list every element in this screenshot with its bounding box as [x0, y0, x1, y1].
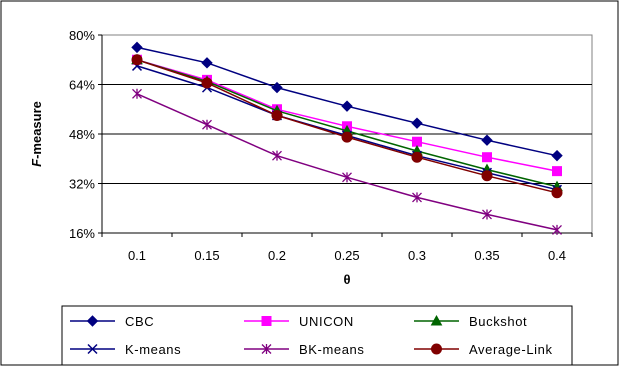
data-point-bk-means-shape — [202, 119, 212, 130]
legend-marker-k-means — [87, 343, 98, 355]
data-point-average-link-shape — [271, 109, 283, 121]
data-point-bk-means-shape — [482, 209, 492, 220]
series-group — [131, 41, 563, 235]
legend-label-k-means: K-means — [125, 342, 181, 357]
legend: CBC UNICON Buckshot K-means BK-means Average-… — [70, 314, 553, 357]
data-point-unicon — [412, 136, 422, 147]
data-point-average-link — [131, 54, 143, 66]
data-point-bk-means — [272, 150, 282, 161]
data-point-average-link-shape — [131, 54, 143, 66]
data-point-bk-means — [202, 119, 212, 130]
x-axis-title: θ — [343, 272, 350, 287]
data-point-cbc-shape — [271, 81, 283, 94]
data-point-cbc — [411, 117, 423, 129]
data-point-cbc — [341, 100, 353, 112]
legend-marker-bk-means-shape — [261, 344, 272, 354]
data-point-cbc — [131, 41, 143, 54]
data-point-cbc-shape — [201, 57, 213, 69]
legend-label-buckshot: Buckshot — [469, 314, 527, 329]
data-point-average-link-shape — [481, 170, 493, 182]
data-point-bk-means-shape — [272, 150, 282, 161]
y-tick-label: 16% — [69, 226, 95, 241]
data-point-cbc-shape — [411, 117, 423, 129]
data-point-average-link-shape — [551, 187, 563, 199]
data-point-cbc-shape — [341, 100, 353, 112]
data-point-average-link — [341, 131, 353, 143]
legend-marker-bk-means — [261, 344, 272, 354]
legend-marker-buckshot-shape — [430, 314, 443, 326]
legend-marker-average-link-shape — [431, 343, 442, 355]
data-point-average-link — [481, 170, 493, 182]
x-tick-label: 0.25 — [334, 248, 359, 263]
data-point-average-link — [411, 151, 423, 163]
data-point-average-link-shape — [411, 151, 423, 163]
legend-label-bk-means: BK-means — [299, 342, 365, 357]
legend-marker-cbc — [86, 315, 99, 327]
y-tick-label: 32% — [69, 177, 95, 192]
data-point-unicon-shape — [482, 152, 492, 163]
data-point-bk-means-shape — [412, 192, 422, 203]
data-point-bk-means — [552, 224, 562, 235]
x-tick-label: 0.35 — [474, 248, 499, 263]
y-axis-title-italic: F — [29, 158, 44, 167]
legend-marker-k-means-shape — [87, 343, 98, 355]
y-tick-label: 80% — [69, 28, 95, 43]
data-point-average-link — [551, 187, 563, 199]
data-point-unicon — [482, 152, 492, 163]
x-tick-label: 0.1 — [128, 248, 146, 263]
y-axis-title-rest: -measure — [29, 101, 44, 159]
y-tick-label: 64% — [69, 78, 95, 93]
legend-marker-average-link — [431, 343, 442, 355]
data-point-cbc-shape — [131, 41, 143, 54]
data-point-bk-means-shape — [132, 88, 142, 99]
y-tick-label: 48% — [69, 127, 95, 142]
data-point-bk-means — [132, 88, 142, 99]
legend-label-unicon: UNICON — [299, 314, 354, 329]
x-tick-label: 0.2 — [268, 248, 286, 263]
legend-marker-unicon — [261, 316, 272, 326]
data-point-unicon-shape — [552, 166, 562, 177]
data-point-bk-means — [482, 209, 492, 220]
data-point-cbc — [481, 134, 493, 146]
data-point-average-link — [201, 77, 213, 89]
x-tick-label: 0.3 — [408, 248, 426, 263]
data-point-unicon — [552, 166, 562, 177]
data-point-average-link-shape — [201, 77, 213, 89]
legend-marker-unicon-shape — [261, 316, 272, 326]
legend-box — [61, 305, 573, 366]
data-point-bk-means-shape — [342, 172, 352, 183]
legend-marker-cbc-shape — [86, 315, 99, 327]
legend-marker-buckshot — [430, 314, 443, 326]
x-tick-label: 0.4 — [548, 248, 566, 263]
data-point-cbc-shape — [481, 134, 493, 146]
data-point-bk-means — [412, 192, 422, 203]
data-point-average-link — [271, 109, 283, 121]
data-point-cbc — [551, 149, 563, 162]
data-point-bk-means — [342, 172, 352, 183]
data-point-average-link-shape — [341, 131, 353, 143]
data-point-cbc — [271, 81, 283, 94]
data-point-bk-means-shape — [552, 224, 562, 235]
x-tick-label: 0.15 — [194, 248, 219, 263]
legend-label-cbc: CBC — [125, 314, 154, 329]
data-point-unicon-shape — [412, 136, 422, 147]
data-point-cbc — [201, 57, 213, 69]
data-point-cbc-shape — [551, 149, 563, 162]
legend-label-average-link: Average-Link — [469, 342, 553, 357]
y-axis-title: F-measure — [29, 101, 44, 167]
axes: 16% 32% 48% 64% 80% 0.1 0.15 0.2 0.25 0.3 0.35 0.4 — [69, 28, 593, 263]
